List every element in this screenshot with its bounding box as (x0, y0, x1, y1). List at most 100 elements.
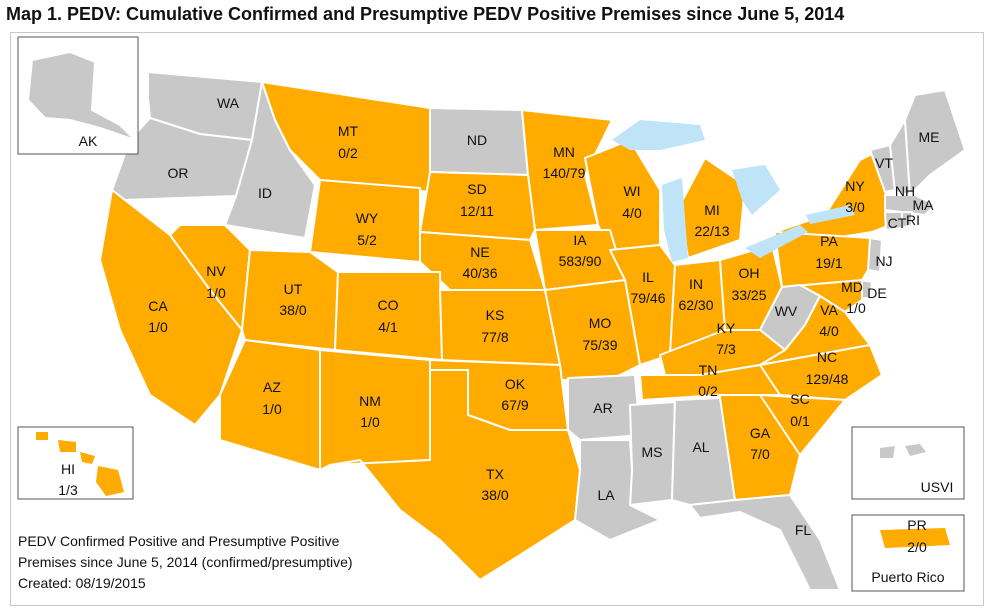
lake-huron (732, 165, 780, 215)
state-NC[interactable] (759, 344, 883, 401)
state-UT[interactable] (241, 249, 339, 351)
value-AZ: 1/0 (262, 401, 282, 417)
label-AK: AK (79, 133, 98, 149)
state-HI-island-2 (58, 440, 76, 452)
label-NC: NC (817, 349, 837, 365)
legend-line-2: Premises since June 5, 2014 (confirmed/p… (18, 554, 353, 570)
label-MI: MI (704, 202, 720, 218)
value-IN: 62/30 (678, 297, 713, 313)
label-IL: IL (642, 269, 654, 285)
value-NE: 40/36 (462, 265, 497, 281)
value-GA: 7/0 (750, 446, 770, 462)
inset-ak (17, 36, 139, 155)
value-WI: 4/0 (622, 205, 642, 221)
value-SC: 0/1 (790, 413, 810, 429)
state-AK[interactable] (27, 51, 136, 141)
value-IA: 583/90 (559, 253, 602, 269)
label-AL: AL (692, 439, 709, 455)
state-HI-island-1 (36, 432, 48, 440)
label-NY: NY (845, 178, 865, 194)
inset-usvi-frame (851, 426, 965, 500)
inset-usvi (851, 426, 965, 500)
label-OH: OH (739, 265, 760, 281)
legend-note: PEDV Confirmed Positive and Presumptive … (18, 531, 418, 594)
state-AR[interactable] (567, 374, 641, 441)
value-NV: 1/0 (206, 285, 226, 301)
label-KS: KS (486, 307, 505, 323)
value-NY: 3/0 (845, 199, 865, 215)
label-IN: IN (689, 276, 703, 292)
label-NV: NV (206, 263, 226, 279)
value-KY: 7/3 (716, 341, 736, 357)
label-NE: NE (470, 244, 489, 260)
value-CA: 1/0 (148, 319, 168, 335)
label-WA: WA (217, 95, 240, 111)
state-RI[interactable] (901, 211, 913, 229)
state-MA[interactable] (884, 194, 936, 216)
label-SD: SD (467, 181, 486, 197)
lake-erie (745, 225, 808, 258)
value-NM: 1/0 (360, 414, 380, 430)
label-RI: RI (906, 212, 920, 228)
label-ME: ME (919, 129, 940, 145)
state-HI[interactable] (96, 466, 124, 496)
label-ID: ID (258, 185, 272, 201)
value-KS: 77/8 (481, 329, 508, 345)
state-KS[interactable] (439, 289, 561, 366)
label-VA: VA (820, 302, 838, 318)
label-CT: CT (888, 215, 907, 231)
label-USVI: USVI (921, 479, 954, 495)
label-SC: SC (790, 391, 809, 407)
label-NH: NH (895, 183, 915, 199)
state-TX[interactable] (329, 369, 581, 581)
value-SD: 12/11 (460, 203, 494, 219)
value-OK: 67/9 (501, 397, 528, 413)
value-HI: 1/3 (58, 482, 78, 498)
state-SD[interactable] (419, 171, 536, 241)
label-IA: IA (573, 232, 587, 248)
label-ND: ND (467, 132, 487, 148)
caption-puerto-rico: Puerto Rico (871, 569, 944, 585)
label-TN: TN (699, 362, 718, 378)
state-CA[interactable] (99, 189, 243, 426)
state-USVI[interactable] (905, 444, 926, 456)
lake-michigan (662, 178, 688, 262)
label-UT: UT (284, 281, 303, 297)
value-TX: 38/0 (481, 487, 508, 503)
value-VA: 4/0 (819, 323, 839, 339)
label-MO: MO (589, 315, 612, 331)
label-MN: MN (553, 144, 575, 160)
state-labels: WA OR ID MT 0/2 ND MN 140/79 WI 4/0 MI 2… (58, 95, 953, 585)
value-UT: 38/0 (279, 302, 306, 318)
label-AZ: AZ (263, 379, 281, 395)
label-MS: MS (642, 444, 663, 460)
lake-superior (612, 120, 705, 150)
value-MI: 22/13 (694, 223, 729, 239)
value-WY: 5/2 (357, 232, 377, 248)
label-AR: AR (593, 400, 612, 416)
value-PA: 19/1 (815, 255, 842, 271)
inset-pr (851, 514, 965, 592)
value-MO: 75/39 (582, 337, 617, 353)
label-WV: WV (775, 303, 798, 319)
label-OR: OR (168, 165, 189, 181)
state-CO[interactable] (334, 271, 443, 361)
label-CO: CO (378, 297, 399, 313)
label-MD: MD (841, 279, 863, 295)
legend-line-1: PEDV Confirmed Positive and Presumptive … (18, 533, 340, 549)
state-FL[interactable] (689, 494, 841, 591)
state-LA[interactable] (574, 439, 661, 541)
state-NM[interactable] (319, 349, 431, 471)
label-WY: WY (356, 210, 379, 226)
label-GA: GA (750, 425, 771, 441)
inset-hi (17, 426, 134, 500)
state-PR[interactable] (880, 528, 950, 548)
label-WI: WI (623, 183, 640, 199)
label-MA: MA (913, 197, 935, 213)
value-NC: 129/48 (806, 371, 849, 387)
label-PR: PR (907, 517, 926, 533)
inset-pr-frame (851, 514, 965, 592)
label-NJ: NJ (875, 253, 892, 269)
state-HI-island-3 (80, 452, 95, 464)
label-NM: NM (359, 393, 381, 409)
